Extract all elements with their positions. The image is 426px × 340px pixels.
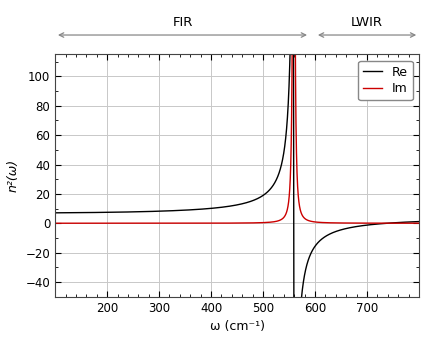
Im	[184, 221, 190, 225]
Legend: Re, Im: Re, Im	[358, 61, 413, 100]
Re	[71, 211, 76, 215]
Y-axis label: n²(ω): n²(ω)	[7, 159, 20, 192]
Text: FIR: FIR	[172, 16, 193, 29]
Im	[268, 220, 273, 224]
X-axis label: ω (cm⁻¹): ω (cm⁻¹)	[210, 320, 265, 333]
Re	[52, 211, 58, 215]
Text: LWIR: LWIR	[351, 16, 383, 29]
Re	[268, 187, 273, 191]
Im	[417, 221, 422, 225]
Im	[284, 211, 289, 215]
Line: Re: Re	[55, 0, 419, 340]
Line: Im: Im	[55, 0, 419, 223]
Re	[417, 220, 422, 224]
Im	[71, 221, 76, 225]
Im	[322, 221, 328, 225]
Re	[342, 227, 347, 231]
Re	[322, 235, 328, 239]
Im	[342, 221, 347, 225]
Im	[52, 221, 58, 225]
Re	[284, 130, 289, 134]
Re	[184, 208, 190, 212]
